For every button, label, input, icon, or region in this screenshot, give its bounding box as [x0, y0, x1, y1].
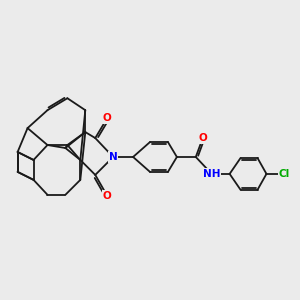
- Text: O: O: [198, 133, 207, 143]
- Text: Cl: Cl: [279, 169, 290, 179]
- Text: O: O: [103, 113, 112, 123]
- Text: NH: NH: [203, 169, 220, 179]
- Text: N: N: [109, 152, 118, 162]
- Text: O: O: [103, 191, 112, 201]
